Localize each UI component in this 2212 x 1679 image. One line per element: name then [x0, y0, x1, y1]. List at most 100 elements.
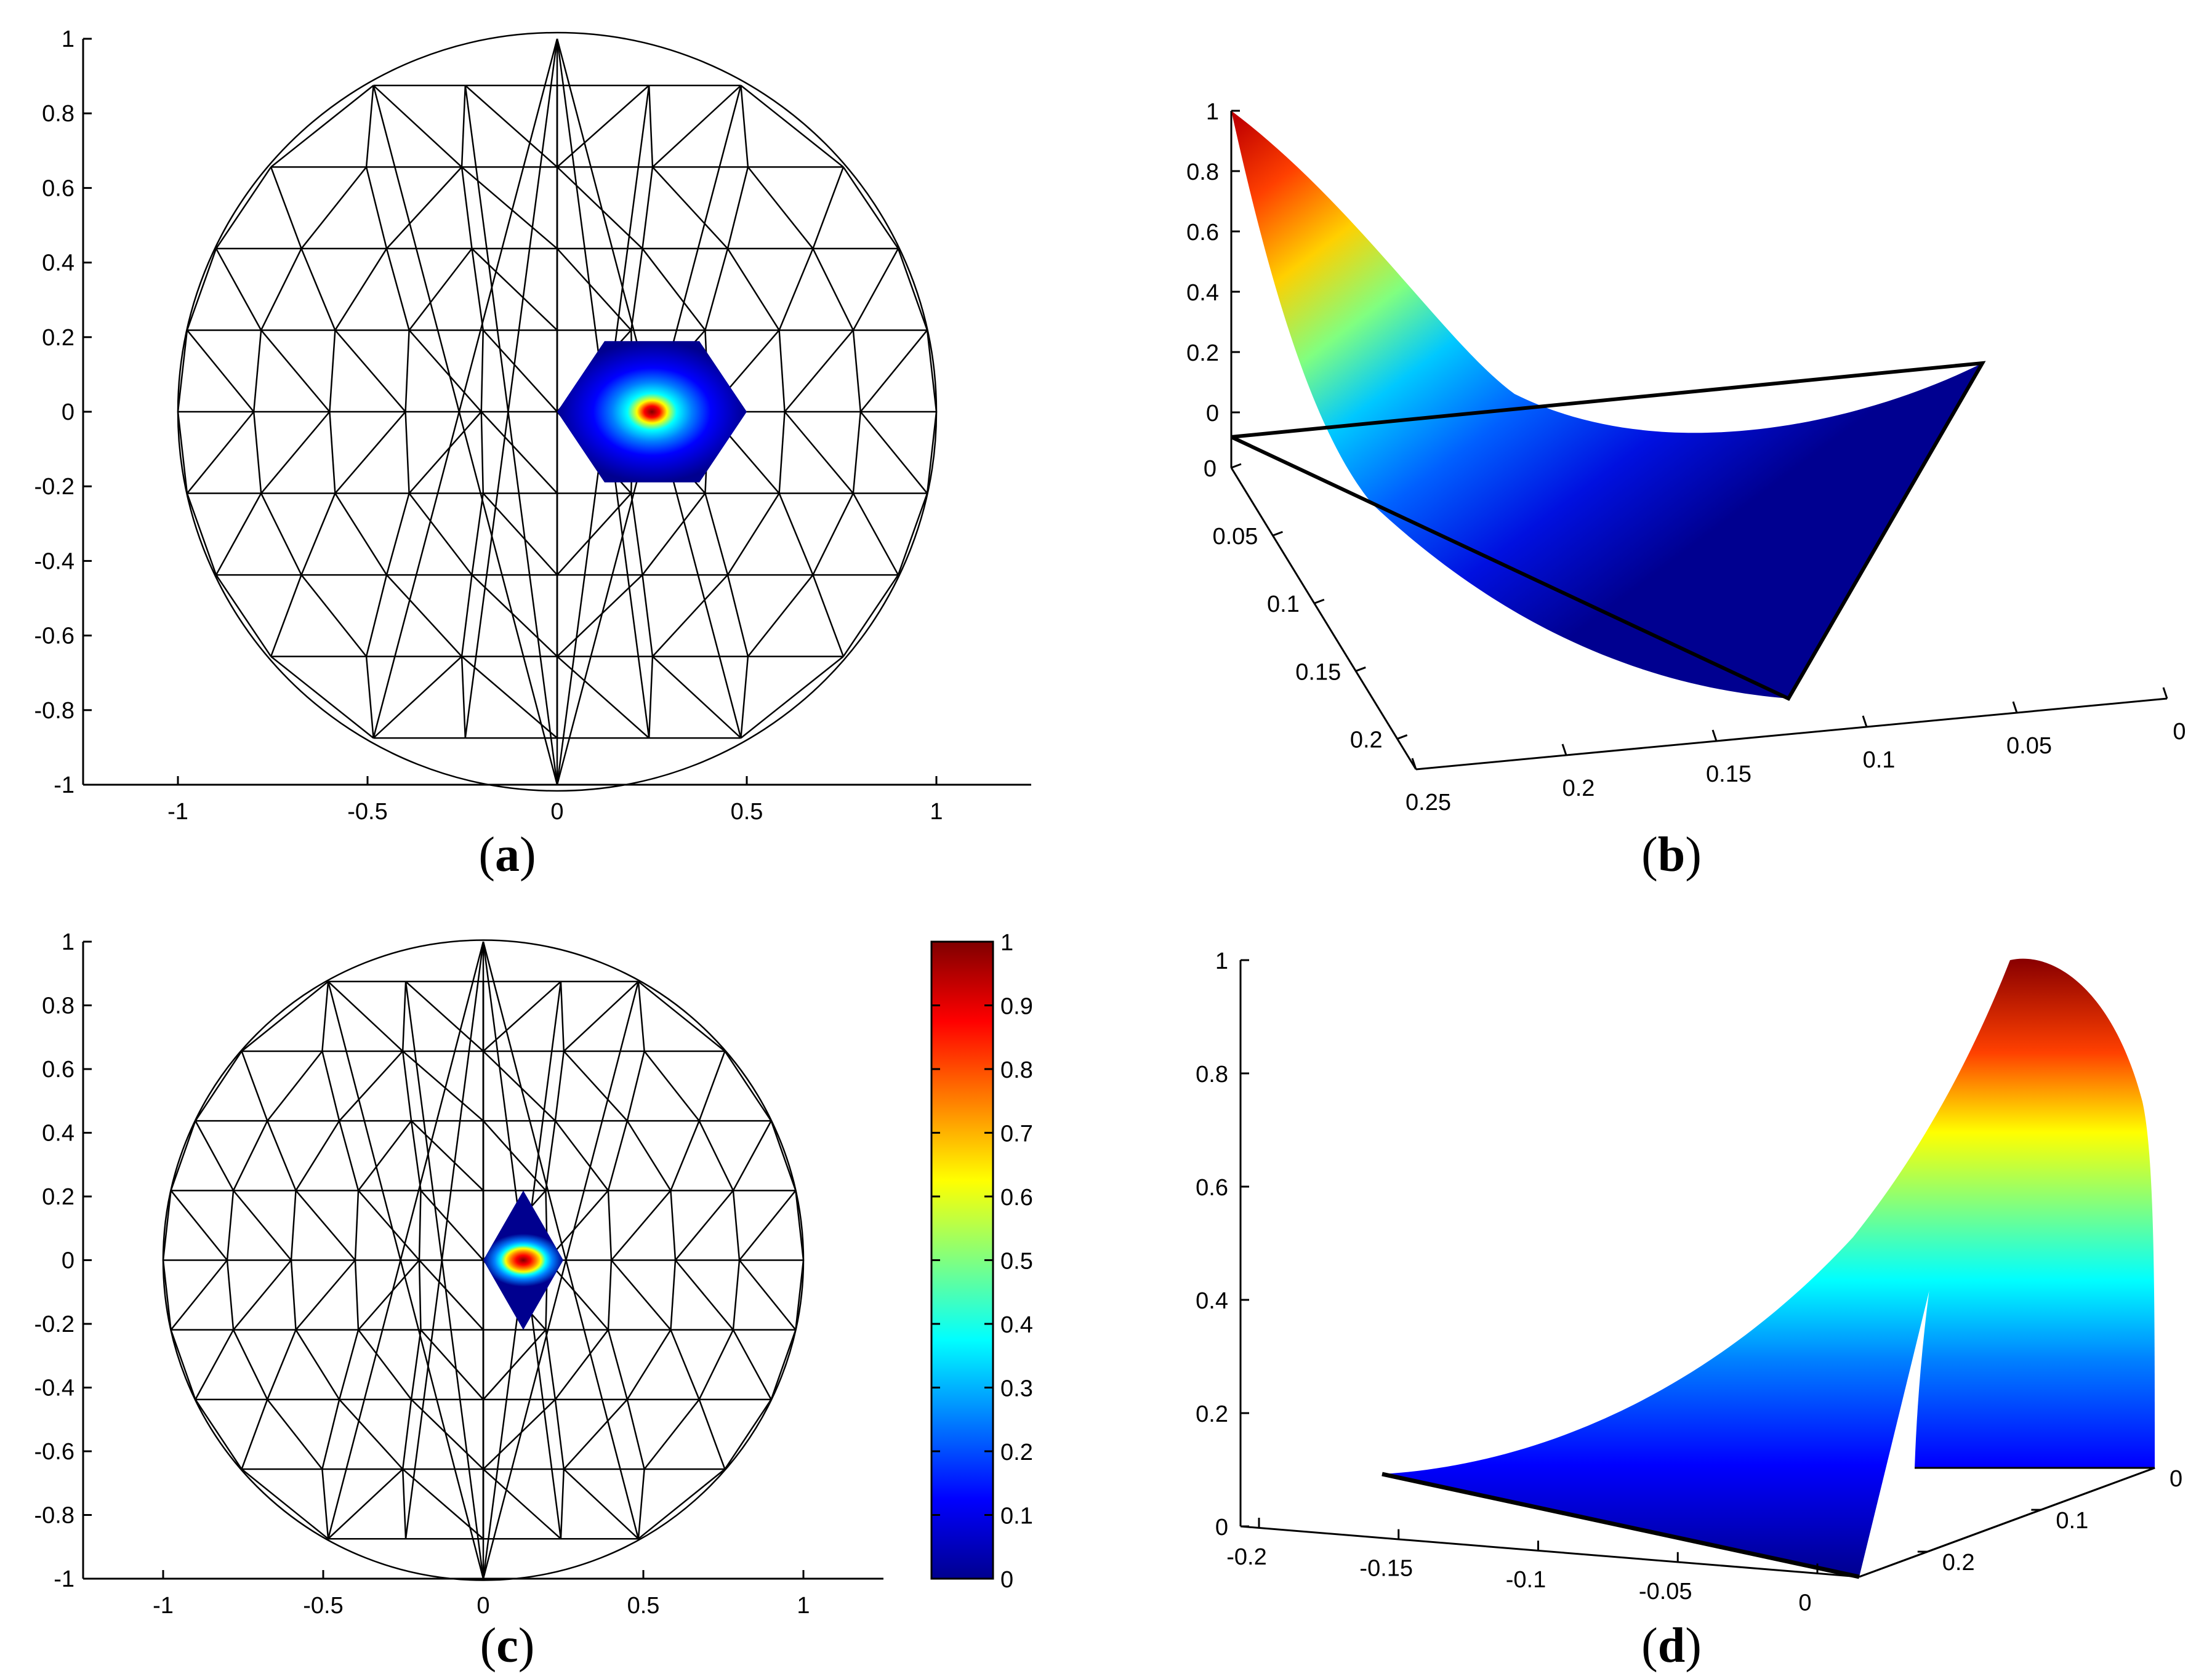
mesh-edge — [226, 1260, 235, 1330]
mesh-edge — [563, 1051, 628, 1121]
mesh-edge — [698, 1399, 726, 1470]
y-tick-mark — [1272, 531, 1283, 537]
mesh-edge — [778, 493, 814, 575]
mesh-edge — [675, 1259, 734, 1331]
mesh-edge — [698, 1329, 734, 1400]
mesh-edge — [418, 1260, 422, 1330]
surface-d-left — [1382, 960, 2010, 1577]
mesh-edge — [385, 493, 410, 575]
y-tick-label: -1 — [54, 1566, 74, 1592]
mesh-edge — [405, 980, 484, 1052]
mesh-edge — [795, 1190, 805, 1260]
mesh-edge — [402, 1469, 484, 1540]
mesh-edge — [482, 941, 640, 1539]
mesh-edge — [420, 1190, 484, 1261]
mesh-edge — [334, 329, 406, 412]
mesh-edge — [554, 1051, 565, 1121]
mesh-edge — [195, 1120, 235, 1191]
mesh-edge — [607, 1190, 613, 1260]
mesh-edge — [358, 1259, 420, 1331]
panel-b: 1 0.8 0.6 0.4 0.2 0 0 0.05 0.1 0.15 0.2 0.25 0.2 0.15… — [1186, 99, 2186, 815]
mesh-edge — [607, 1329, 629, 1400]
mesh-edge — [372, 85, 558, 785]
mesh-edge — [732, 1120, 772, 1191]
mesh-edge — [859, 329, 928, 412]
x-tick-label: 0.25 — [1406, 790, 1451, 815]
mesh-edge — [233, 1259, 292, 1331]
mesh-edge — [327, 981, 485, 1579]
mesh-edge — [267, 1051, 323, 1121]
y-tick-label: 0.4 — [42, 1121, 74, 1147]
mesh-edge — [480, 411, 485, 494]
mesh-edge — [557, 166, 643, 249]
x-axis-line — [1415, 697, 2168, 771]
surface-b — [1231, 111, 1982, 699]
y-tick-label: -0.2 — [34, 474, 74, 500]
y-axis-line — [1230, 467, 1417, 770]
mesh-edge — [726, 574, 749, 657]
mesh-edge — [295, 1190, 356, 1261]
z-tick-label: 0.8 — [1186, 159, 1219, 185]
hexagon-support-a — [557, 341, 747, 483]
colorbar-tick-label: 0.5 — [1000, 1249, 1033, 1275]
mesh-edge — [461, 655, 558, 739]
x-tick-label: 0 — [2173, 719, 2186, 745]
mesh-edge — [471, 493, 485, 575]
x-tick-label: -0.5 — [347, 799, 387, 825]
mesh-edge — [170, 1329, 196, 1400]
mesh-edge — [358, 1190, 420, 1261]
mesh-edge — [747, 166, 814, 249]
mesh-edge — [670, 1120, 700, 1191]
x-tick-label: -0.15 — [1359, 1556, 1413, 1582]
mesh-edge — [726, 492, 780, 575]
mesh-edge — [557, 655, 650, 739]
mesh-edge — [670, 1329, 700, 1400]
mesh-edge — [226, 1190, 235, 1260]
z-tick-label: 0.4 — [1186, 280, 1219, 306]
mesh-edge — [464, 85, 558, 785]
x-tick-mark — [1711, 729, 1718, 742]
mesh-edge — [300, 574, 368, 657]
y-tick-label: 0.2 — [42, 1184, 74, 1210]
mesh-edge — [483, 980, 561, 1052]
mesh-edge — [260, 329, 331, 412]
z-tick-label: 0.8 — [1196, 1062, 1228, 1088]
mesh-edge — [260, 411, 331, 494]
mesh-edge — [328, 1469, 404, 1540]
mesh-edge — [784, 329, 854, 412]
mesh-edge — [739, 1190, 797, 1261]
x-tick-label: 0.05 — [2006, 733, 2052, 759]
mesh-edge — [195, 1051, 243, 1121]
mesh-edge — [401, 1469, 407, 1539]
mesh-edge — [740, 656, 749, 739]
y-tick-label: 0.15 — [1295, 659, 1341, 685]
mesh-edge — [339, 1399, 404, 1470]
mesh-edge — [563, 1399, 628, 1470]
mesh-edge — [354, 1190, 360, 1260]
mesh-edge — [630, 493, 643, 575]
x-tick-mark — [1561, 743, 1567, 756]
mesh-edge — [329, 330, 336, 412]
panel-c: 1 0.8 0.6 0.4 0.2 0 -0.2 -0.4 -0.6 -0.8 -1 -1 -0.5 0 0… — [34, 929, 1033, 1619]
y-tick-label: 0 — [62, 1248, 74, 1274]
mesh-edge — [675, 1190, 734, 1261]
colorbar-ticks: 1 0.9 0.8 0.7 0.6 0.5 0.4 0.3 0.2 0.1 0 — [931, 930, 1033, 1593]
triangle-edge-b — [1230, 361, 1986, 701]
mesh-edge — [471, 248, 558, 331]
mesh-edge — [842, 166, 899, 249]
mesh-edge — [260, 492, 302, 575]
mesh-edge — [560, 1469, 565, 1539]
y-tick-label: -1 — [54, 772, 74, 798]
mesh-edge — [812, 248, 854, 331]
mesh-edge — [195, 1399, 243, 1470]
mesh-edge — [162, 1260, 172, 1330]
mesh-edge — [411, 1120, 484, 1192]
z-tick-label: 0.4 — [1196, 1288, 1228, 1314]
mesh-edge — [270, 84, 374, 168]
axes-d: 1 0.8 0.6 0.4 0.2 0 -0.2 -0.15 -0.1 -0.05 0 0 0.1 0.2 — [1196, 948, 2182, 1616]
mesh-edge — [365, 656, 374, 739]
mesh-edge — [778, 330, 786, 412]
mesh-edge — [177, 411, 188, 494]
mesh-edge — [300, 248, 336, 331]
mesh-edge — [215, 248, 262, 331]
